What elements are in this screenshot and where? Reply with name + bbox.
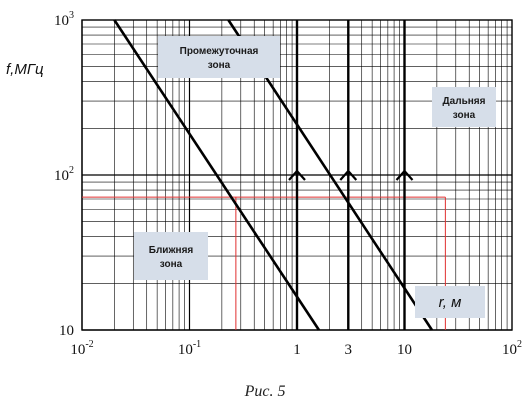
zone-label-far: Дальняя <box>443 96 486 107</box>
zone-label-near-box <box>134 232 208 280</box>
zone-label-far: зона <box>453 110 476 121</box>
y-tick-label: 102 <box>54 165 74 184</box>
y-axis-label: f,МГц <box>6 61 44 78</box>
x-tick-label: 10-2 <box>70 339 93 358</box>
boundary-line <box>113 19 321 331</box>
figure-caption: Рис. 5 <box>244 383 286 400</box>
zone-label-intermediate: Промежуточная <box>180 46 259 57</box>
zone-label-near: Ближняя <box>149 245 194 256</box>
zone-label-far-box <box>432 87 496 127</box>
x-tick-label: 10-1 <box>178 339 201 358</box>
vertical-markers <box>288 20 414 330</box>
y-tick-label: 10 <box>59 323 74 339</box>
marker-arrow-icon <box>339 169 358 181</box>
x-axis-label-box <box>415 286 485 318</box>
marker-arrow-icon <box>288 169 306 181</box>
zone-label-near: зона <box>160 259 183 270</box>
x-tick-label: 3 <box>345 342 353 358</box>
marker-arrow-icon <box>395 169 414 181</box>
x-tick-label: 10 <box>397 342 412 358</box>
y-tick-label: 103 <box>54 10 74 29</box>
zone-label-intermediate-box <box>158 36 280 78</box>
x-tick-label: 1 <box>293 342 301 358</box>
zone-label-intermediate: зона <box>208 60 231 71</box>
x-tick-label: 102 <box>502 339 522 358</box>
tick-labels: 10-2 10-1 1 3 10 102 10 102 103 <box>54 10 522 358</box>
x-axis-label: r, м <box>439 294 462 311</box>
zone-labels: Промежуточная зона Дальняя зона Ближняя зона <box>134 36 496 280</box>
